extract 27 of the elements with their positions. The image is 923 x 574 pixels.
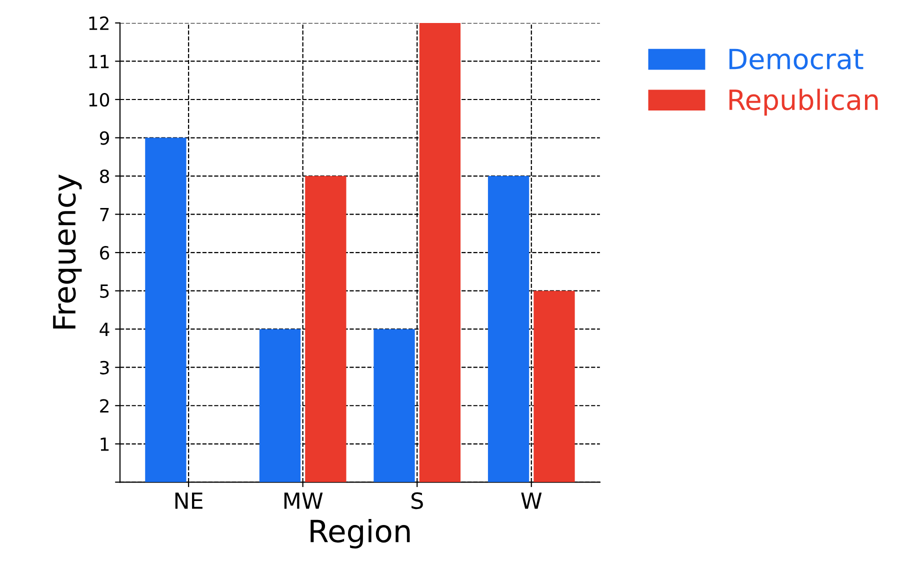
x-tick-label: MW xyxy=(284,492,323,509)
y-tick-label: 12 xyxy=(89,16,108,30)
bar xyxy=(534,290,575,482)
y-tick-label: 11 xyxy=(89,54,109,68)
legend-label: Democrat xyxy=(729,48,864,70)
y-tick-label: 6 xyxy=(100,246,110,260)
x-axis-title: Region xyxy=(310,518,410,549)
y-tick-label: 10 xyxy=(89,92,110,107)
bar xyxy=(145,138,186,482)
bar xyxy=(374,329,415,482)
y-tick-label: 1 xyxy=(100,438,109,451)
legend-label: Republican xyxy=(729,88,878,116)
y-tick-label: 4 xyxy=(100,322,110,336)
x-tick-label: NE xyxy=(175,492,202,509)
y-tick-label: 9 xyxy=(100,131,109,145)
y-tick-label: 2 xyxy=(100,399,108,412)
y-tick-label: 5 xyxy=(100,284,109,298)
y-tick-label: 7 xyxy=(100,208,109,222)
bar xyxy=(305,176,346,482)
bar xyxy=(419,22,461,482)
bar xyxy=(259,329,301,482)
y-tick-label: 3 xyxy=(100,360,109,374)
bar xyxy=(488,176,530,482)
x-tick-label: W xyxy=(521,492,542,509)
y-tick-label: 8 xyxy=(100,169,110,184)
x-tick-label: S xyxy=(412,492,423,510)
y-axis-title: Frequency xyxy=(53,174,82,328)
